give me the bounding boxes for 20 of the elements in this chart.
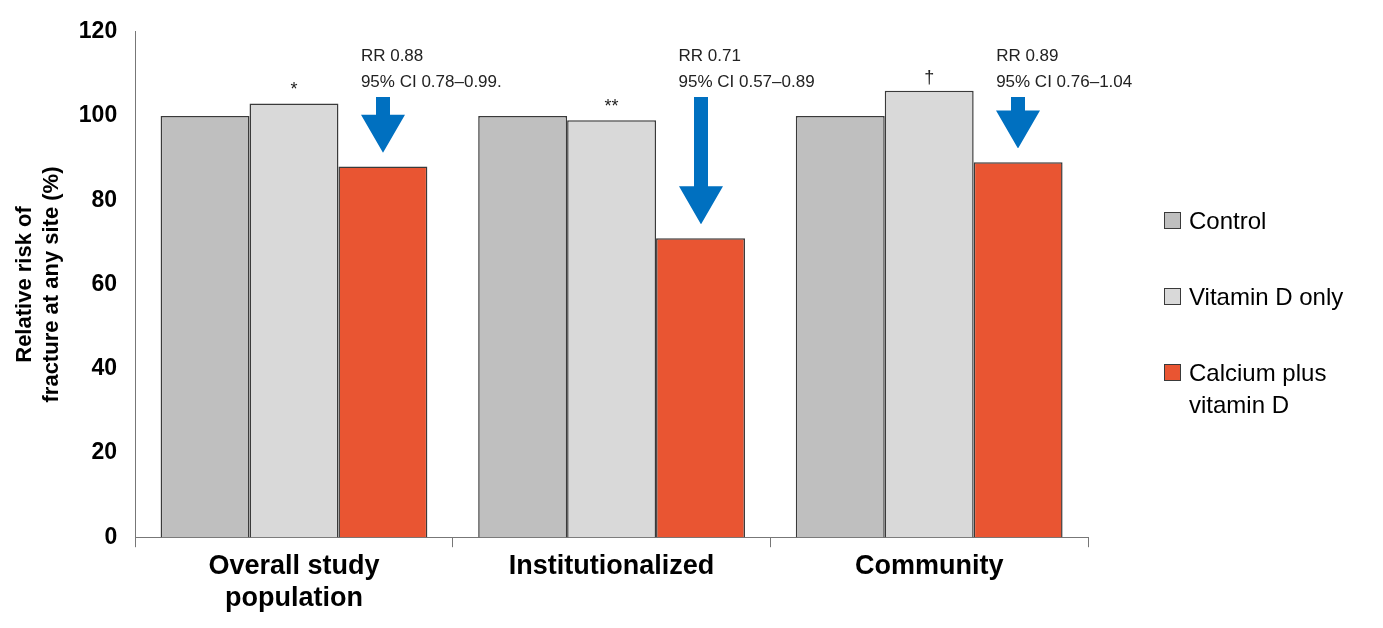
x-tick-label: Overall study population: [208, 549, 380, 613]
y-tick-label: 0: [104, 522, 118, 549]
y-tick-label: 60: [91, 269, 118, 296]
y-axis-title: Relative risk of fracture at any site (%): [11, 166, 63, 403]
annotation: RR 0.89 95% CI 0.76–1.04: [996, 45, 1133, 91]
y-tick-label: 40: [91, 354, 118, 381]
legend-label: Vitamin D only: [1189, 282, 1344, 312]
annotation: **: [604, 96, 619, 117]
y-tick-label: 80: [91, 185, 118, 212]
x-tick-label: Institutionalized: [508, 549, 715, 580]
annotation: *: [290, 79, 298, 100]
annotation: †: [924, 66, 935, 87]
y-tick-label: 100: [78, 101, 118, 128]
annotation: RR 0.88 95% CI 0.78–0.99.: [360, 45, 502, 91]
y-tick-label: 20: [91, 438, 118, 465]
annotation: RR 0.71 95% CI 0.57–0.89: [678, 45, 815, 91]
legend-label: Calcium plus vitamin D: [1189, 358, 1328, 420]
x-tick-label: Community: [854, 549, 1004, 580]
y-tick-label: 120: [78, 17, 118, 44]
legend-label: Control: [1189, 206, 1267, 236]
